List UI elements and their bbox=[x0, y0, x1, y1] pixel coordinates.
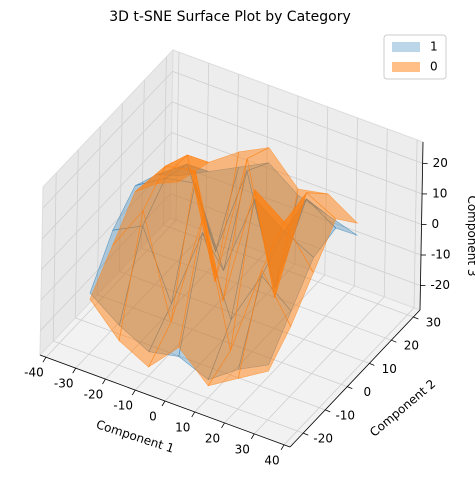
grid-line bbox=[41, 132, 172, 270]
y-tick-label: 20 bbox=[404, 339, 419, 353]
tick-mark bbox=[250, 433, 255, 440]
x-tick-label: 20 bbox=[205, 431, 220, 445]
grid-line bbox=[413, 139, 418, 308]
x-tick-label: 0 bbox=[149, 410, 157, 424]
y-tick-label: 30 bbox=[426, 315, 441, 329]
legend-label: 0 bbox=[430, 60, 438, 74]
grid-line bbox=[42, 71, 173, 209]
y-axis-label: Component 2 bbox=[367, 377, 438, 440]
z-tick-label: -10 bbox=[431, 248, 451, 262]
grid-line bbox=[74, 149, 79, 318]
x-tick-label: -10 bbox=[113, 399, 133, 413]
z-tick-label: -20 bbox=[430, 278, 450, 292]
x-axis-label: Component 1 bbox=[94, 417, 175, 455]
axis-line bbox=[419, 141, 424, 311]
tick-mark bbox=[191, 411, 196, 418]
tick-mark bbox=[221, 422, 225, 429]
y-tick-label: -10 bbox=[335, 408, 355, 422]
tick-mark bbox=[161, 400, 166, 407]
axis-line bbox=[289, 309, 421, 448]
grid-line bbox=[53, 340, 304, 434]
tick-mark bbox=[347, 386, 353, 389]
grid-line bbox=[171, 132, 422, 225]
y-tick-label: 0 bbox=[363, 385, 371, 399]
tick-mark bbox=[280, 444, 285, 451]
grid-line bbox=[41, 101, 173, 240]
grid-line bbox=[224, 285, 355, 424]
z-tick-label: 0 bbox=[432, 217, 440, 231]
grid-line bbox=[253, 296, 385, 435]
x-tick-label: -20 bbox=[84, 388, 104, 402]
tick-mark bbox=[42, 356, 47, 363]
chart-title: 3D t-SNE Surface Plot by Category bbox=[109, 9, 351, 25]
tick-mark bbox=[369, 363, 375, 366]
y-tick-label: -20 bbox=[313, 432, 333, 446]
grid-line bbox=[96, 126, 101, 295]
x-tick-label: 40 bbox=[264, 453, 279, 467]
legend-swatch bbox=[392, 62, 420, 72]
axis-line bbox=[39, 354, 291, 448]
surface-face bbox=[89, 209, 144, 342]
x-tick-label: 30 bbox=[235, 442, 250, 456]
grid-line bbox=[52, 173, 57, 342]
tick-mark bbox=[303, 432, 309, 436]
x-tick-label: 10 bbox=[175, 420, 190, 434]
z-tick-label: 10 bbox=[432, 186, 447, 200]
tick-mark bbox=[131, 389, 136, 396]
z-axis-label: Component 3 bbox=[465, 195, 475, 276]
legend-label: 1 bbox=[430, 40, 438, 54]
grid-line bbox=[283, 307, 415, 446]
tick-mark bbox=[72, 367, 77, 374]
grid-line bbox=[324, 106, 329, 275]
x-tick-label: -30 bbox=[54, 377, 74, 391]
legend-swatch bbox=[392, 42, 420, 52]
grid-line bbox=[171, 101, 423, 195]
grid-line bbox=[172, 71, 423, 164]
grid-line bbox=[354, 117, 358, 286]
surface bbox=[89, 147, 359, 387]
z-tick-label: 20 bbox=[433, 156, 448, 170]
grid-line bbox=[383, 128, 388, 297]
x-tick-label: -40 bbox=[24, 366, 44, 380]
tick-mark bbox=[325, 409, 331, 413]
y-tick-label: 10 bbox=[382, 362, 397, 376]
tick-mark bbox=[391, 339, 397, 343]
tick-mark bbox=[413, 316, 419, 320]
legend: 10 bbox=[383, 34, 447, 80]
tick-mark bbox=[102, 378, 106, 385]
